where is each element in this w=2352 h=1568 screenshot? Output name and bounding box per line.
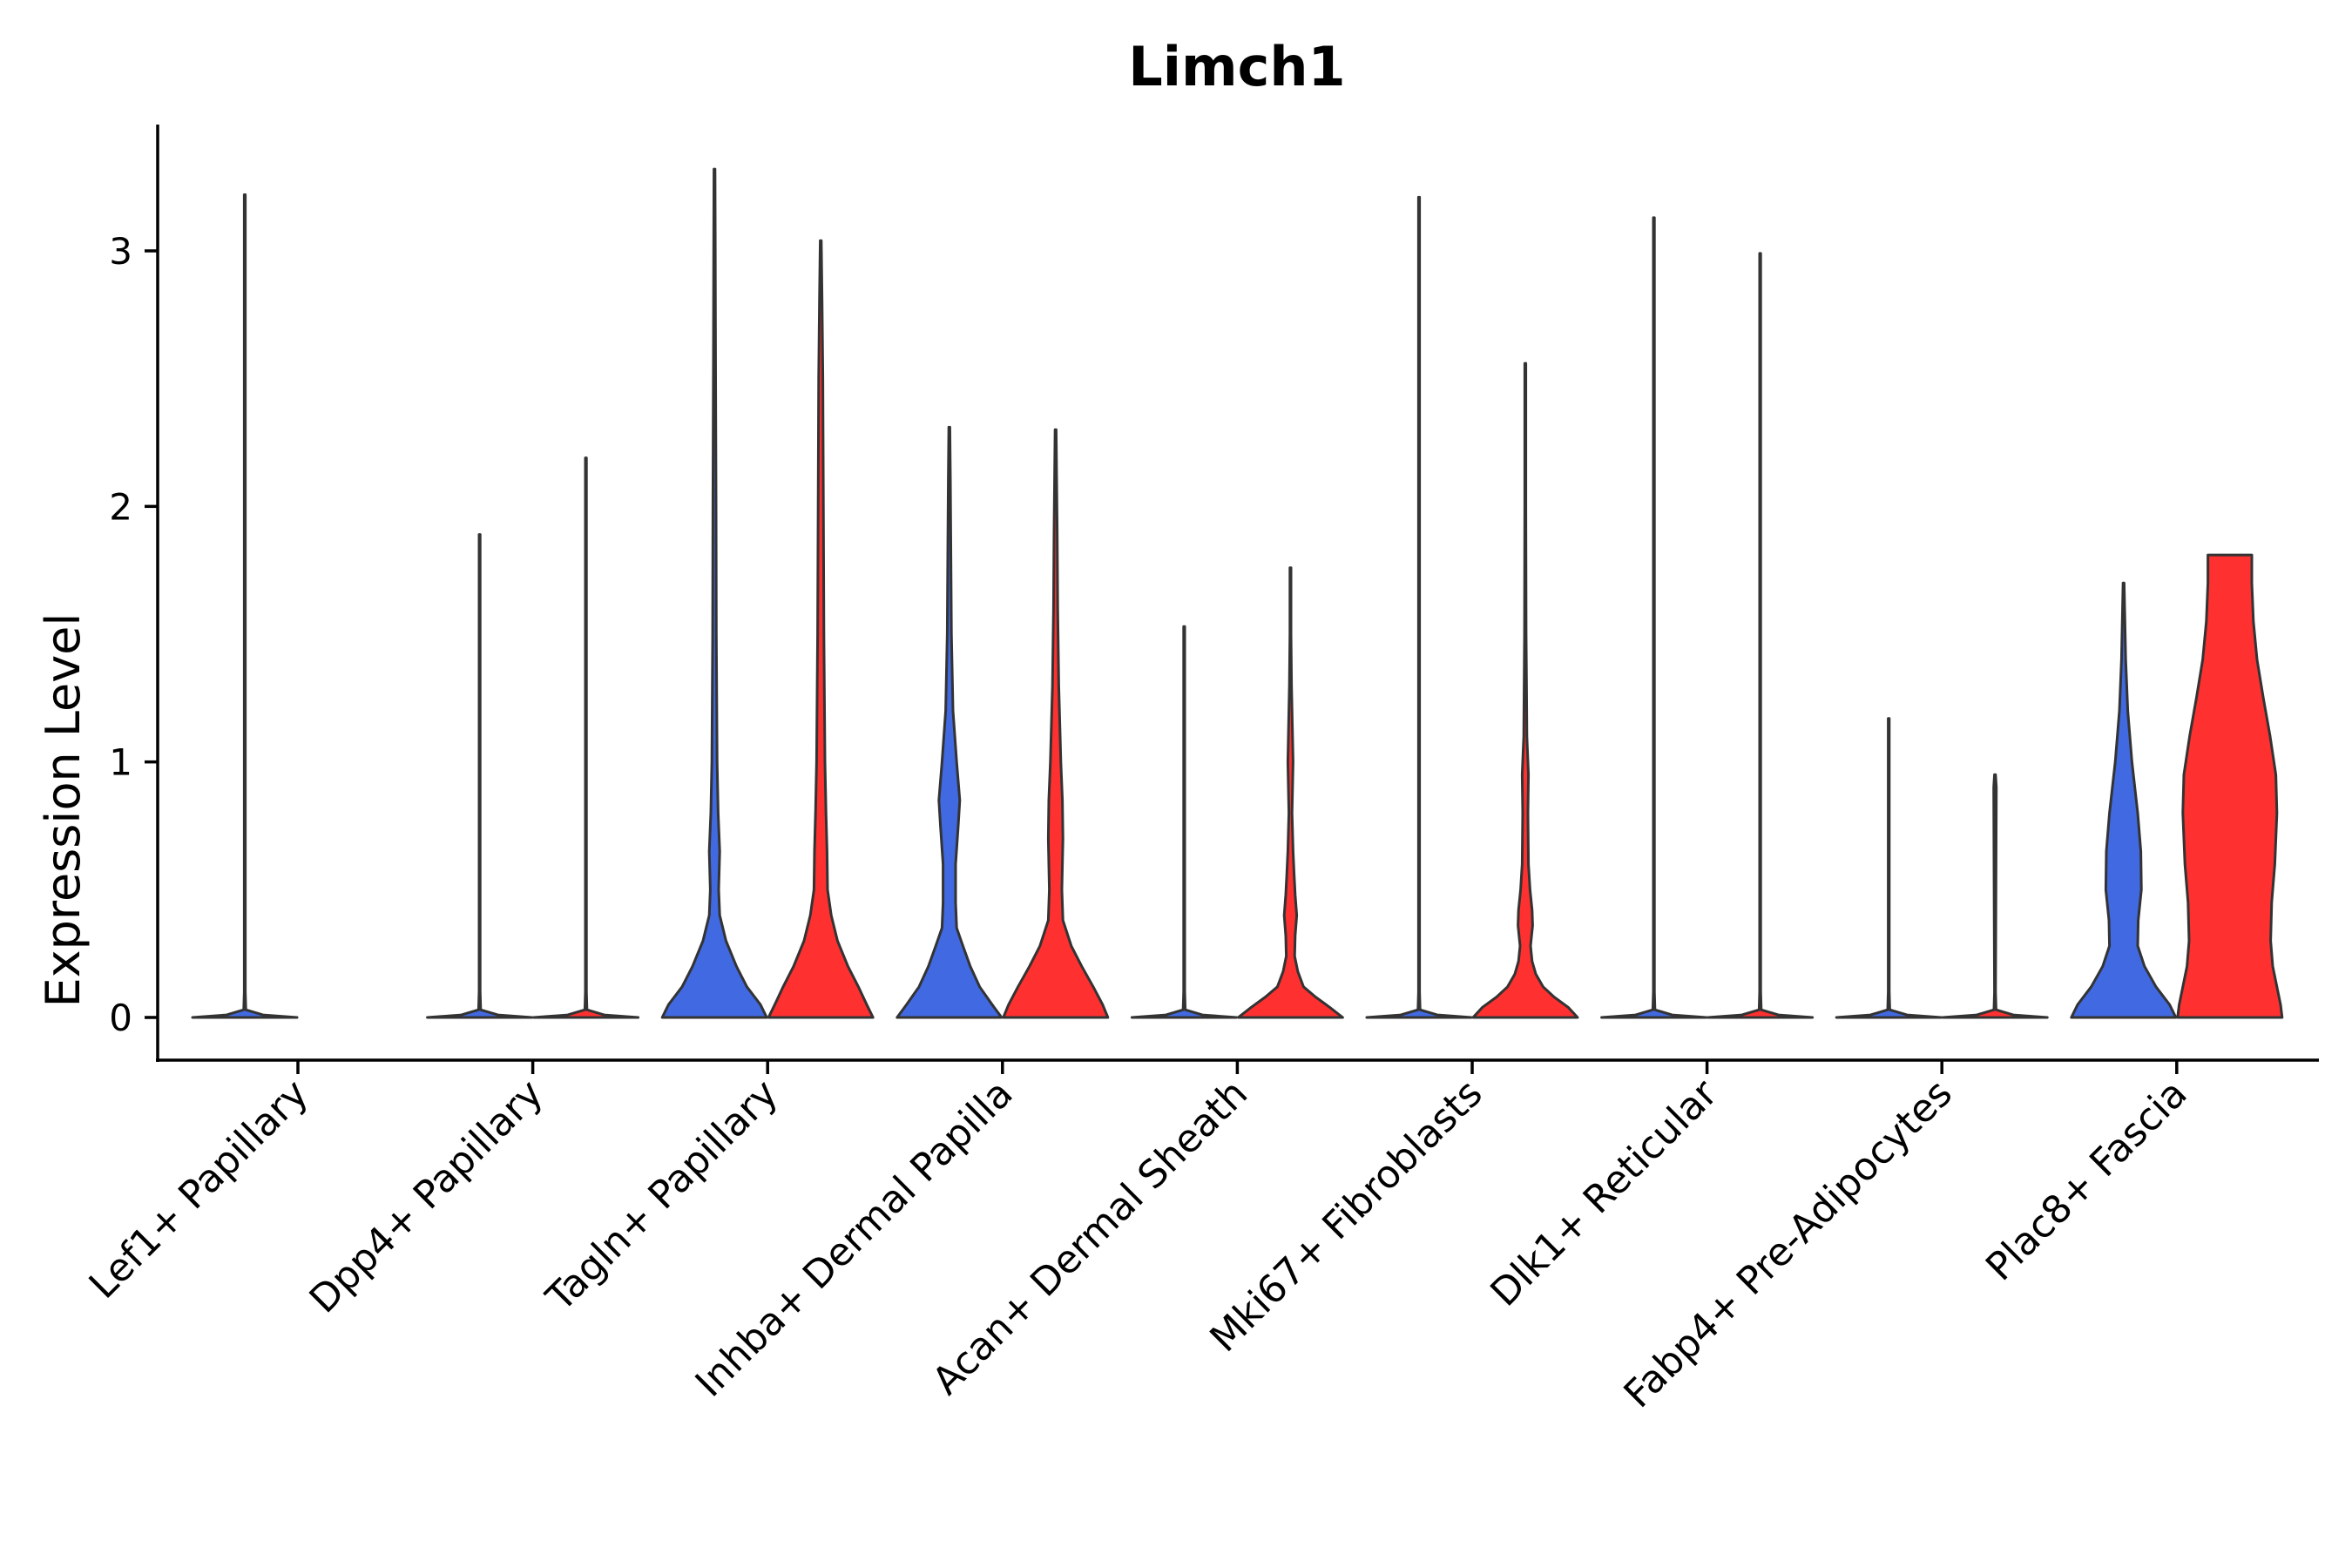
y-tick-label: 3 xyxy=(109,230,132,273)
y-tick-label: 0 xyxy=(109,997,132,1039)
y-tick-label: 1 xyxy=(109,741,132,784)
violins-layer xyxy=(191,167,2284,1019)
violin-lef1-papillary-group-1 xyxy=(191,193,299,1019)
violin-tagln-papillary-group-1 xyxy=(660,167,768,1019)
violin-acan-dermal-sheath-group-1 xyxy=(1130,625,1238,1019)
violin-acan-dermal-sheath-group-2 xyxy=(1236,566,1344,1019)
violin-fabp4-pre-adipocytes-group-2 xyxy=(1941,773,2049,1019)
y-axis-label: Expression Level xyxy=(36,613,91,1008)
x-tick-label-plac8-fascia: Plac8+ Fascia xyxy=(1977,1071,2196,1290)
y-tick-label: 2 xyxy=(109,485,132,528)
x-tick-label-tagln-papillary: Tagln+ Papillary xyxy=(537,1071,787,1321)
violin-tagln-papillary-group-2 xyxy=(767,239,875,1019)
violin-mki67-fibroblasts-group-1 xyxy=(1365,195,1473,1019)
x-tick-label-lef1-papillary: Lef1+ Papillary xyxy=(81,1071,317,1308)
violin-plac8-fascia-group-1 xyxy=(2070,581,2178,1019)
y-ticks: 0 1 2 3 xyxy=(109,230,158,1039)
violin-dlk1-reticular-group-1 xyxy=(1600,216,1708,1019)
violin-inhba-dermal-papilla-group-2 xyxy=(1002,428,1110,1019)
violin-mki67-fibroblasts-group-2 xyxy=(1471,362,1579,1019)
violin-inhba-dermal-papilla-group-1 xyxy=(896,425,1004,1019)
x-tick-label-dpp4-papillary: Dpp4+ Papillary xyxy=(301,1071,552,1322)
chart-title: Limch1 xyxy=(1128,35,1345,98)
x-tick-label-mki67-fibroblasts: Mki67+ Fibroblasts xyxy=(1201,1071,1490,1361)
violin-fabp4-pre-adipocytes-group-1 xyxy=(1835,717,1943,1019)
x-tick-label-dlk1-reticular: Dlk1+ Reticular xyxy=(1482,1071,1727,1315)
violin-plac8-fascia-group-2 xyxy=(2176,553,2284,1019)
violin-dpp4-papillary-group-2 xyxy=(532,456,640,1019)
violin-dpp4-papillary-group-1 xyxy=(426,533,534,1019)
violin-dlk1-reticular-group-2 xyxy=(1707,252,1815,1019)
